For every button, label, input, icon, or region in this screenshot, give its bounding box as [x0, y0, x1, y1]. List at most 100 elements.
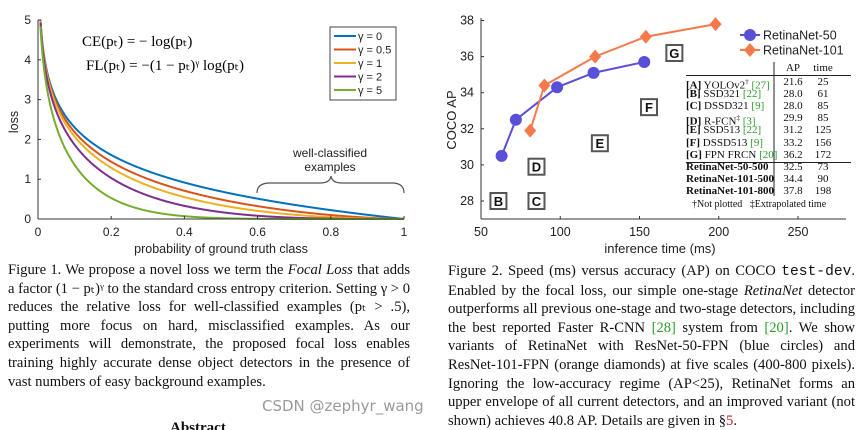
table-row-time: 172	[814, 148, 832, 161]
table-row-time: 198	[814, 184, 832, 197]
curly-brace	[256, 175, 405, 194]
retinanet-50-point	[551, 81, 564, 94]
retinanet-50-point	[495, 149, 508, 162]
figure2-caption-segment[interactable]: [20]	[764, 319, 789, 336]
x-tick-label: 200	[708, 225, 729, 239]
table-row-ap: 37.8	[783, 184, 803, 197]
x-axis-label: probability of ground truth class	[134, 242, 308, 256]
legend-label: γ = 1	[358, 58, 382, 70]
table-row-name: [F] DSSD513 [9]	[686, 136, 763, 149]
figure2-caption-segment: system from	[675, 319, 765, 336]
abstract-heading: Abstract	[170, 420, 226, 430]
figure2-caption-segment[interactable]: [28]	[651, 319, 676, 336]
watermark: CSDN @zephyr_wang	[262, 397, 424, 415]
table-row-time: 61	[817, 88, 829, 101]
detector-label-C: C	[532, 194, 542, 209]
table-row-time: 85	[817, 112, 829, 125]
ce-formula: CE(pₜ) = − log(pₜ)	[82, 34, 192, 50]
table-footnote: †Not plotted ‡Extrapolated time	[692, 199, 827, 210]
fl-formula: FL(pₜ) = −(1 − pₜ)ᵞ log(pₜ)	[86, 58, 244, 74]
y-tick-label: 38	[460, 14, 474, 28]
y-tick-label: 28	[460, 194, 474, 208]
y-tick-label: 0	[24, 212, 31, 226]
x-tick-label: 150	[629, 225, 650, 239]
legend-label: γ = 0	[358, 31, 382, 43]
table-row-name: [E] SSD513 [22]	[686, 124, 762, 137]
x-tick-label: 1	[401, 225, 408, 239]
legend-label: RetinaNet-101	[763, 44, 844, 58]
y-tick-label: 2	[24, 132, 31, 146]
legend-label: γ = 5	[358, 85, 382, 97]
figure2-caption: Figure 2. Speed (ms) versus accuracy (AP…	[448, 262, 855, 430]
detector-box-C	[527, 192, 546, 210]
figure2-caption-segment: test-dev	[781, 264, 852, 280]
x-tick-label: 0.2	[103, 225, 120, 239]
detector-label-D: D	[532, 160, 541, 175]
table-row-name: RetinaNet-50-500	[686, 160, 769, 173]
table-row-ap: 34.4	[783, 172, 803, 185]
table-header-time: time	[813, 62, 833, 74]
detector-box-E	[590, 134, 609, 153]
detector-label-B: B	[494, 194, 503, 209]
table-row-name: RetinaNet-101-800	[686, 184, 774, 197]
x-tick-label: 0.8	[322, 225, 339, 239]
figure2-caption-segment[interactable]: 5	[726, 412, 734, 429]
table-row-time: 90	[817, 172, 829, 185]
table-row-time: 73	[817, 160, 829, 173]
table-row-name: [B] SSD321 [22]	[686, 88, 762, 101]
retinanet-101-point	[709, 17, 722, 32]
table-row-name: [C] DSSD321 [9]	[686, 100, 765, 113]
table-row-ap: 21.6	[783, 76, 803, 88]
table-row-time: 25	[817, 76, 829, 88]
retinanet-50-point	[587, 66, 600, 79]
y-tick-label: 34	[460, 86, 474, 100]
table-row-name: [G] FPN FRCN [20]	[686, 148, 778, 161]
figure1-caption-segment: Figure 1. We propose a novel loss we ter…	[8, 262, 288, 278]
annotation-examples: examples	[304, 160, 355, 174]
table-row-time: 125	[814, 124, 832, 137]
table-row-time: 85	[817, 100, 829, 113]
detector-label-G: G	[669, 46, 679, 61]
figure2-caption-segment: . Enabled by the focal loss, our simple …	[448, 263, 855, 299]
retinanet-101-point	[538, 78, 551, 93]
y-tick-label: 4	[24, 53, 31, 67]
retinanet-101-point	[639, 29, 652, 44]
table-row-ap: 36.2	[783, 148, 803, 161]
loss-curve-0	[39, 19, 405, 220]
y-tick-label: 32	[460, 122, 474, 136]
y-axis-label: loss	[7, 111, 21, 133]
x-tick-label: 250	[788, 225, 809, 239]
figure2-caption-segment: RetinaNet	[743, 282, 803, 299]
loss-curve-1	[39, 20, 404, 220]
figure1-loss-chart: CE(pₜ) = − log(pₜ) FL(pₜ) = −(1 − pₜ)ᵞ l…	[7, 13, 408, 256]
x-tick-label: 0	[35, 225, 42, 239]
x-tick-label: 0.6	[249, 225, 266, 239]
table-row-name: [A] YOLOv2† [27]	[686, 78, 770, 92]
retinanet-101-point	[524, 123, 537, 138]
table-header-ap: AP	[785, 62, 801, 74]
legend-label: γ = 0.5	[358, 45, 391, 57]
table-row-ap: 28.0	[783, 100, 803, 113]
y-tick-label: 30	[460, 158, 474, 172]
x-tick-label: 0.4	[176, 225, 193, 239]
figure1-caption: Figure 1. We propose a novel loss we ter…	[8, 261, 410, 391]
x-tick-label: 50	[474, 225, 488, 239]
detector-label-E: E	[596, 136, 605, 151]
retinanet-50-point	[509, 113, 522, 126]
series-line-0	[500, 61, 645, 157]
figure2-speed-accuracy-chart: 50 100 150 200 250 28 30 32 34 36 38 inference time…	[444, 14, 851, 256]
x-tick-label: 100	[550, 225, 571, 239]
table-row-ap: 32.5	[783, 160, 803, 173]
table-row-time: 156	[814, 136, 832, 149]
y-tick-label: 1	[24, 172, 31, 186]
detector-box-D	[527, 157, 546, 176]
detector-box-F	[640, 98, 659, 117]
table-row-name: [D] R-FCN‡ [3]	[686, 114, 756, 128]
legend-marker	[744, 43, 756, 57]
annotation-well-classified: well-classified	[292, 146, 367, 160]
figure2-caption-segment: . We show variants of RetinaNet with Res…	[448, 319, 856, 429]
retinanet-50-point	[638, 56, 651, 69]
legend-marker	[744, 29, 756, 41]
y-tick-label: 3	[24, 93, 31, 107]
